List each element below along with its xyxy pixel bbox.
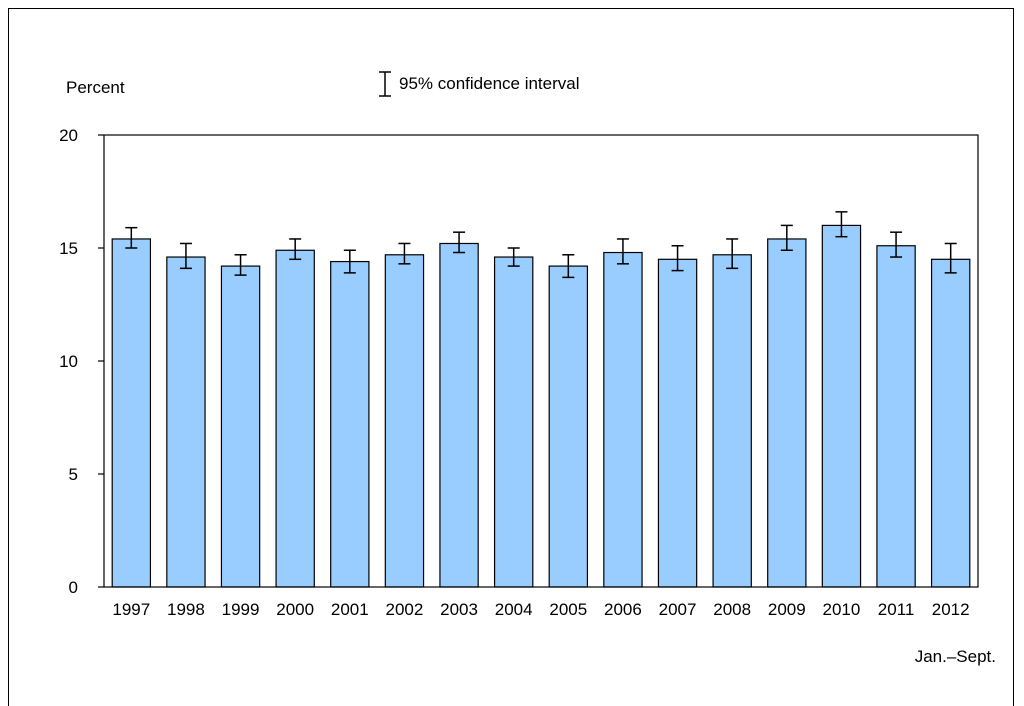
y-tick-label: 10 [59,352,78,371]
x-tick-label: 1997 [112,600,150,619]
error-bar-2003 [453,231,466,254]
error-bar-2010 [835,211,848,238]
bar-2012 [930,258,971,588]
bar-1999 [220,265,261,588]
legend: 95% confidence interval [379,71,580,97]
bar-1997 [111,238,152,588]
x-tick-label: 2006 [604,600,642,619]
error-bar-2009 [780,224,793,252]
x-tick-label: 2005 [549,600,587,619]
bar-2004 [493,256,534,588]
x-tick-label: 2011 [878,600,915,619]
error-bar-2000 [289,238,302,261]
bar-2006 [603,251,643,588]
x-tick-label: 2009 [768,600,806,619]
error-bar-2011 [890,231,903,258]
bar-1998 [166,256,206,588]
bar-2005 [548,265,589,588]
y-axis-label: Percent [66,78,125,97]
x-tick-label: 2004 [495,600,533,619]
bar-2009 [767,238,807,588]
error-bar-2012 [944,242,957,274]
error-bar-2004 [507,247,520,267]
error-bar-2008 [726,238,739,270]
y-tick-label: 20 [59,126,78,145]
x-tick-label: 1999 [222,600,260,619]
x-tick-label: 2000 [276,600,314,619]
bar-2002 [384,254,425,588]
error-bar-2006 [616,238,629,265]
error-bar-1998 [179,242,192,270]
bar-2011 [876,245,916,588]
error-bar-1999 [234,254,247,276]
footnote: Jan.–Sept. [915,647,996,666]
y-tick-label: 0 [69,578,78,597]
bar-2008 [712,254,752,588]
error-bar-1997 [125,226,138,249]
x-tick-label: 1998 [167,600,205,619]
error-bar-2007 [671,244,684,272]
x-tick-label: 2008 [713,600,751,619]
y-tick-label: 15 [59,239,78,258]
plot-area [103,134,979,588]
x-tick-label: 2012 [932,600,970,619]
confidence-interval-legend-icon [379,71,391,97]
x-tick-label: 2002 [386,600,424,619]
bar-2010 [821,224,862,588]
bar-2000 [275,249,315,588]
error-bar-2001 [343,249,356,274]
chart-frame [8,8,1014,706]
legend-label: 95% confidence interval [399,74,580,93]
bar-2007 [657,258,698,588]
error-bar-2002 [398,242,411,265]
x-tick-label: 2001 [331,600,369,619]
bar-2001 [330,260,370,588]
x-tick-label: 2010 [823,600,861,619]
bar-2003 [439,242,479,588]
error-bar-2005 [562,254,575,279]
y-tick-label: 5 [69,465,78,484]
x-tick-label: 2007 [659,600,697,619]
x-tick-label: 2003 [440,600,478,619]
